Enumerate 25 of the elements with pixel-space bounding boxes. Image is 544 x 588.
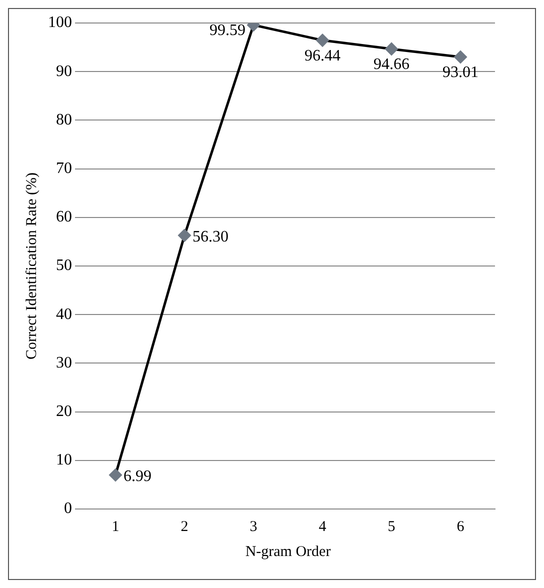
y-tick-label: 10 [56, 452, 72, 469]
data-label: 96.44 [304, 48, 340, 65]
y-axis-title: Correct Identification Rate (%) [24, 172, 40, 360]
x-tick-label: 6 [456, 518, 465, 535]
y-tick-label: 0 [64, 500, 72, 518]
data-label: 93.01 [442, 64, 478, 82]
x-tick-label: 3 [250, 518, 258, 535]
y-tick-label: 50 [56, 257, 72, 274]
y-tick-label: 60 [56, 208, 72, 226]
x-tick-label: 2 [180, 518, 188, 535]
data-label: 99.59 [210, 22, 246, 40]
y-tick-label: 90 [56, 62, 72, 80]
data-label: 94.66 [374, 56, 410, 74]
x-tick-label: 4 [318, 518, 327, 535]
data-label: 56.30 [192, 228, 228, 246]
y-tick-label: 30 [56, 354, 72, 372]
y-tick-label: 40 [56, 306, 72, 323]
y-tick-label: 80 [56, 111, 72, 128]
x-tick-label: 1 [112, 518, 120, 535]
y-tick-label: 20 [56, 403, 72, 420]
x-axis-title: N-gram Order [245, 544, 331, 560]
x-tick-label: 5 [388, 518, 396, 535]
y-tick-label: 70 [56, 160, 72, 178]
data-label: 6.99 [124, 468, 152, 486]
y-tick-label: 100 [48, 14, 72, 32]
